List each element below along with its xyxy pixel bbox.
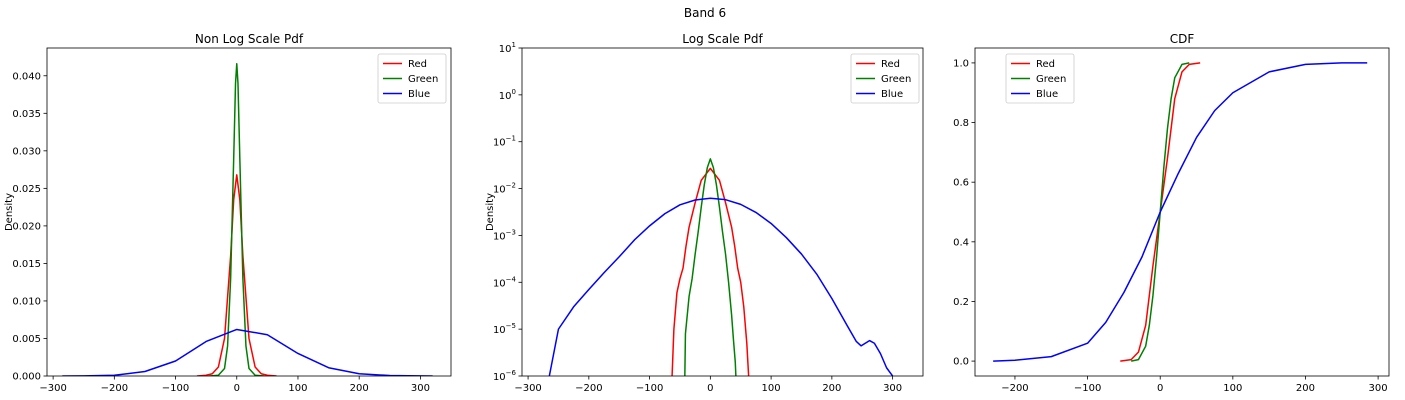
legend-label-green: Green	[1036, 74, 1066, 85]
x-tick-label: 300	[883, 383, 902, 394]
x-tick-label: −200	[1001, 383, 1028, 394]
chart-title: CDF	[1170, 32, 1195, 46]
x-tick-label: 100	[762, 383, 781, 394]
x-tick-label: 200	[822, 383, 841, 394]
x-tick-label: 100	[288, 383, 307, 394]
legend-frame	[377, 53, 447, 104]
x-tick-label: −100	[162, 383, 189, 394]
chart-title: Log Scale Pdf	[682, 32, 763, 46]
x-tick-label: 100	[1223, 383, 1242, 394]
y-tick-label: 1.0	[953, 58, 969, 69]
legend: Red Green Blue	[377, 53, 447, 104]
y-axis-label: Density	[4, 193, 15, 231]
legend-label-green: Green	[408, 74, 438, 85]
x-tick-label: −100	[1074, 383, 1101, 394]
y-tick-label: 10−5	[493, 322, 516, 336]
plot-frame	[974, 47, 1390, 377]
y-tick-label: 10−6	[493, 369, 517, 383]
x-tick-label: −200	[101, 383, 128, 394]
figure-suptitle: Band 6	[684, 6, 726, 20]
x-tick-label: 300	[411, 383, 430, 394]
x-tick-label: −200	[575, 383, 602, 394]
chart-title: Non Log Scale Pdf	[195, 32, 304, 46]
series-line-blue	[993, 62, 1368, 362]
plot-frame	[521, 47, 924, 377]
x-tick-label: 0	[707, 383, 713, 394]
legend-label-red: Red	[881, 59, 900, 70]
y-tick-label: 10−4	[493, 275, 517, 289]
y-tick-label: 0.8	[953, 118, 969, 129]
x-tick-label: 0	[1157, 383, 1163, 394]
legend-label-red: Red	[1036, 59, 1055, 70]
y-tick-label: 0.005	[12, 334, 41, 345]
legend-frame	[1005, 53, 1075, 104]
series-line-green	[209, 63, 265, 376]
x-tick-label: 200	[1296, 383, 1315, 394]
y-tick-label: 0.010	[12, 296, 41, 307]
y-tick-label: 0.2	[953, 297, 969, 308]
y-tick-label: 10−3	[493, 228, 516, 242]
chart-panel-2: −300 −200 −100 0 100 200 300 10−6 10−5 10−4 10−3 10…	[485, 32, 924, 394]
legend-label-blue: Blue	[881, 89, 903, 100]
chart-panel-1: −300 −200 −100 0 100 200 300 0.000 0.005 0.010 0.0…	[4, 32, 452, 394]
y-tick-label: 0.0	[953, 357, 969, 368]
legend-label-blue: Blue	[408, 89, 430, 100]
legend: Red Green Blue	[850, 53, 920, 104]
y-tick-label: 0.4	[953, 237, 969, 248]
y-tick-label: 100	[499, 88, 516, 102]
y-axis-label: Density	[485, 193, 496, 231]
y-tick-label: 10−2	[493, 182, 516, 196]
y-tick-label: 10−1	[493, 135, 516, 149]
y-tick-label: 0.035	[12, 109, 41, 120]
series-line-blue	[62, 328, 433, 376]
y-tick-label: 0.025	[12, 184, 41, 195]
series-line-red	[196, 174, 277, 376]
y-tick-label: 0.020	[12, 221, 41, 232]
series-line-red	[671, 167, 750, 376]
legend-frame	[850, 53, 920, 104]
legend-label-green: Green	[881, 74, 911, 85]
x-tick-label: 0	[234, 383, 240, 394]
series-line-green	[684, 158, 737, 376]
legend: Red Green Blue	[1005, 53, 1075, 104]
y-tick-label: 0.000	[12, 372, 41, 383]
plot-frame	[46, 47, 452, 377]
y-tick-label: 0.015	[12, 259, 41, 270]
chart-panel-3: −200 −100 0 100 200 300 0.0 0.2 0.4 0.6 0.8 1.0 CDF R…	[953, 32, 1390, 394]
x-tick-label: 200	[350, 383, 369, 394]
y-tick-label: 0.040	[12, 71, 41, 82]
y-tick-label: 0.030	[12, 146, 41, 157]
y-tick-label: 0.6	[953, 178, 969, 189]
legend-label-red: Red	[408, 59, 427, 70]
x-tick-label: −300	[514, 383, 541, 394]
x-tick-label: 300	[1369, 383, 1388, 394]
x-tick-label: −300	[39, 383, 66, 394]
y-tick-label: 101	[499, 41, 516, 55]
series-line-blue	[548, 197, 894, 376]
legend-label-blue: Blue	[1036, 89, 1058, 100]
x-tick-label: −100	[636, 383, 663, 394]
